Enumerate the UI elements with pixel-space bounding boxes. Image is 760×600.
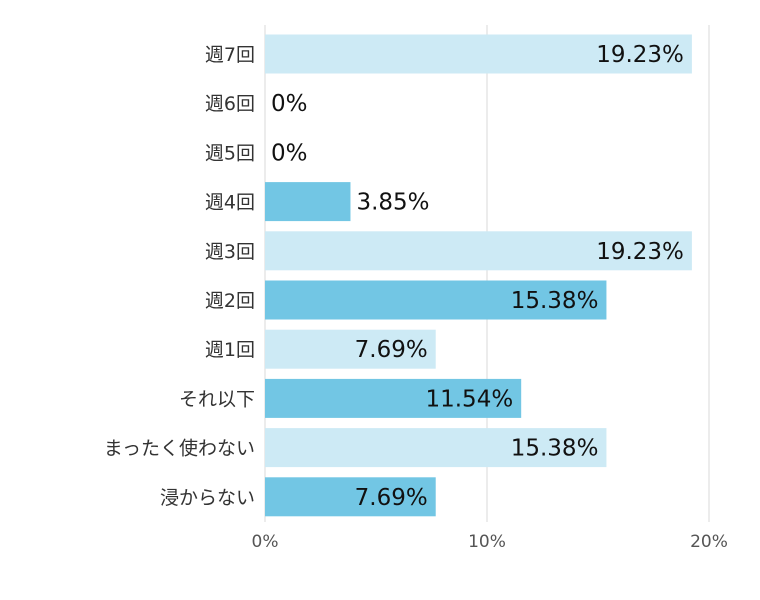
- category-label: 浸からない: [160, 487, 255, 509]
- data-label: 7.69%: [355, 337, 428, 363]
- category-label: 週2回: [205, 290, 255, 312]
- category-label: 週7回: [205, 44, 255, 66]
- bar: [265, 378, 522, 418]
- category-label: 週1回: [205, 339, 255, 361]
- data-label: 3.85%: [356, 190, 429, 216]
- x-tick-label: 20%: [690, 532, 728, 552]
- bars: [265, 34, 692, 517]
- category-label: それ以下: [179, 388, 255, 410]
- bar: [265, 182, 351, 222]
- category-label: 週3回: [205, 241, 255, 263]
- data-label: 11.54%: [425, 386, 513, 412]
- bar: [265, 231, 692, 271]
- bar: [265, 329, 436, 369]
- category-label: まったく使わない: [104, 438, 255, 460]
- category-label: 週6回: [205, 93, 255, 115]
- data-label: 15.38%: [511, 288, 599, 314]
- bar: [265, 428, 607, 468]
- x-tick-label: 0%: [252, 532, 279, 552]
- data-label: 0%: [271, 91, 308, 117]
- data-label: 19.23%: [596, 42, 684, 68]
- x-tick-label: 10%: [468, 532, 506, 552]
- x-axis-tick-labels: 0% 10% 20%: [252, 532, 728, 552]
- data-label: 19.23%: [596, 239, 684, 265]
- data-label: 0%: [271, 140, 308, 166]
- data-label: 15.38%: [511, 436, 599, 462]
- data-label: 7.69%: [355, 485, 428, 511]
- bar: [265, 34, 692, 74]
- category-label: 週5回: [205, 142, 255, 164]
- bar: [265, 477, 436, 517]
- category-label: 週4回: [205, 192, 255, 214]
- bar: [265, 280, 607, 320]
- data-labels: 19.23% 0% 0% 3.85% 19.23% 15.38% 7.69% 11.54% 15…: [271, 42, 684, 511]
